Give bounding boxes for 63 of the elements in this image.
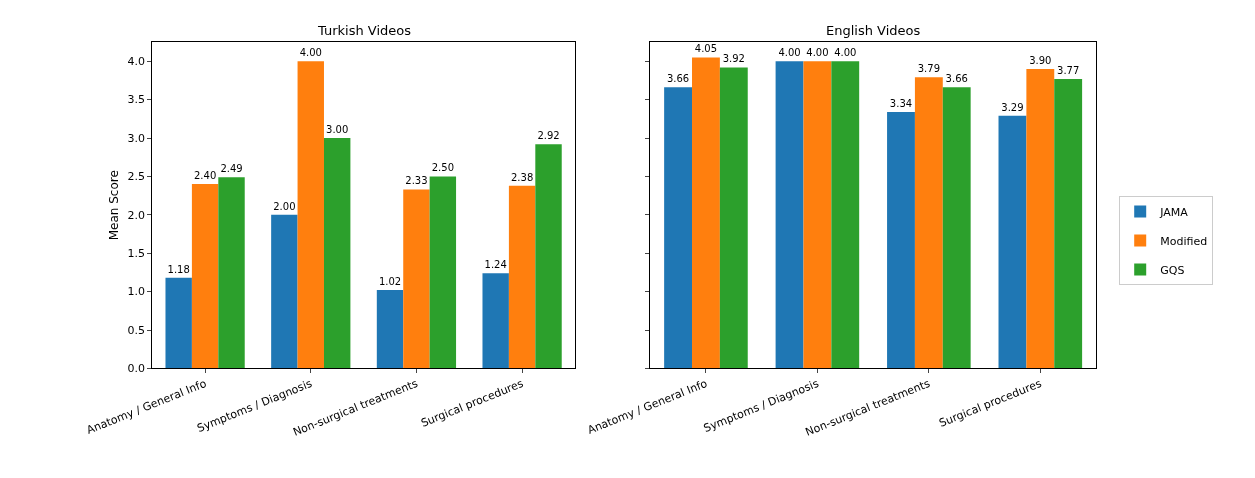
bar [271, 214, 298, 369]
data-label: 4.00 [778, 47, 801, 59]
bar [376, 290, 404, 369]
legend-label: Modified [1160, 234, 1208, 248]
data-label: 2.50 [431, 162, 454, 174]
bar [664, 87, 693, 369]
bar [887, 111, 915, 369]
data-label: 2.49 [220, 163, 243, 175]
bar [914, 77, 943, 369]
bar [323, 138, 351, 369]
bar [482, 273, 509, 369]
bar [831, 61, 860, 369]
data-label: 4.00 [806, 47, 829, 59]
data-label: 3.66 [945, 73, 968, 85]
bar [218, 177, 245, 369]
legend-label: JAMA [1159, 205, 1189, 219]
bar [775, 61, 804, 369]
y-tick-label: 2.5 [127, 170, 146, 184]
bar [429, 176, 457, 369]
bar [403, 189, 430, 369]
data-label: 1.02 [378, 276, 402, 288]
bar [719, 67, 748, 369]
bar [1054, 78, 1083, 369]
bar [535, 144, 562, 369]
data-label: 4.00 [834, 47, 857, 59]
chart-title: Turkish Videos [317, 23, 412, 38]
data-label: 2.92 [537, 130, 560, 142]
data-label: 3.66 [666, 73, 690, 85]
data-label: 2.40 [193, 170, 217, 182]
legend-label: GQS [1160, 263, 1185, 277]
bar [297, 61, 324, 369]
y-tick-label: 0.5 [127, 323, 146, 337]
data-label: 3.90 [1029, 54, 1052, 66]
data-label: 3.77 [1057, 64, 1080, 76]
data-label: 4.05 [694, 43, 718, 55]
bar [942, 87, 971, 369]
data-label: 3.29 [1001, 101, 1024, 113]
data-label: 1.24 [484, 259, 507, 271]
y-tick-label: 4.0 [127, 55, 146, 69]
y-tick-label: 0.0 [127, 362, 146, 376]
bar [803, 61, 832, 369]
y-tick-label: 2.0 [127, 208, 146, 222]
bar [692, 57, 720, 369]
data-label: 3.00 [326, 124, 349, 136]
data-label: 2.38 [510, 171, 534, 183]
data-label: 3.34 [889, 97, 913, 109]
y-tick-label: 1.5 [127, 247, 146, 261]
bar [1026, 68, 1055, 369]
bar [508, 185, 536, 369]
data-label: 3.79 [917, 63, 940, 75]
y-axis-title: Mean Score [106, 170, 121, 241]
chart-title: English Videos [826, 23, 921, 38]
bar [998, 115, 1027, 369]
data-label: 1.18 [167, 263, 190, 275]
y-tick-label: 3.5 [127, 93, 146, 107]
y-tick-label: 1.0 [127, 285, 146, 299]
bar [165, 277, 192, 369]
y-tick-label: 3.0 [127, 131, 146, 145]
data-label: 2.33 [405, 175, 428, 187]
data-label: 3.92 [722, 53, 745, 65]
data-label: 2.00 [273, 200, 296, 212]
data-label: 4.00 [299, 47, 322, 59]
bar [191, 184, 219, 369]
